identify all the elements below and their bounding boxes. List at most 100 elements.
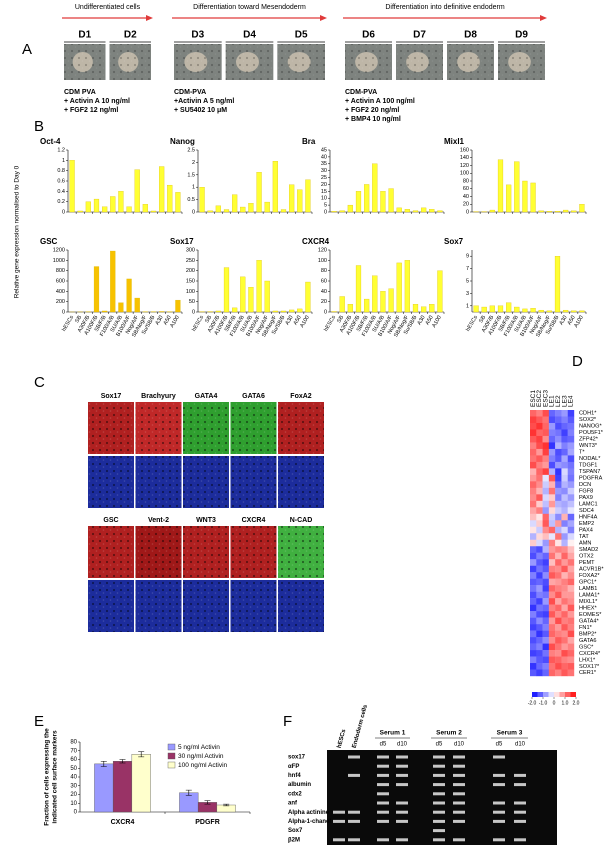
dapi-texture — [278, 456, 324, 508]
heatmap-cell — [548, 410, 556, 417]
bar — [207, 210, 213, 213]
bar — [223, 209, 230, 213]
gel-band — [453, 810, 465, 814]
bar — [579, 310, 585, 313]
heatmap-cell — [530, 461, 537, 469]
bar — [289, 309, 295, 313]
day-label: d5 — [380, 742, 387, 748]
heatmap-cell — [530, 474, 537, 482]
x-tick-label: hESCs — [323, 315, 337, 333]
x-tick-label: A50 — [425, 315, 435, 326]
heatmap-cell — [542, 481, 550, 489]
panel-letter: E — [34, 713, 44, 730]
heatmap-cell — [542, 663, 550, 670]
bar — [240, 276, 246, 313]
gel-band — [433, 792, 445, 796]
bar — [215, 205, 221, 213]
heatmap-cell — [542, 546, 550, 553]
y-tick-label: 250 — [186, 258, 195, 264]
y-tick-label: 300 — [186, 247, 195, 253]
gene-label: hnf4 — [288, 773, 301, 779]
chart-title: Bra — [302, 137, 316, 146]
heatmap-cell — [555, 487, 562, 495]
bar — [396, 262, 402, 313]
bar — [355, 191, 362, 213]
y-tick-label: 40 — [321, 289, 327, 295]
gene-label: Sox7 — [288, 828, 303, 834]
day-image-texture — [64, 44, 106, 80]
bar — [248, 203, 254, 213]
heatmap-cell — [536, 637, 543, 644]
gel-band — [377, 801, 389, 805]
bar — [364, 184, 370, 213]
heatmap-cell — [530, 507, 537, 515]
heatmap-cell — [555, 533, 562, 540]
heatmap-cell — [530, 552, 537, 560]
bar — [571, 210, 577, 213]
stage-title: Differentiation toward Mesendoderm — [193, 4, 306, 11]
heatmap-cell — [530, 533, 537, 540]
x-tick-label: A100 — [299, 315, 311, 329]
heatmap-cell — [561, 442, 568, 450]
heatmap-cell — [548, 507, 556, 515]
heatmap-cell — [542, 669, 550, 677]
gel-band — [433, 838, 445, 842]
row-label: HHEX* — [579, 605, 598, 611]
heatmap-cell — [536, 624, 543, 631]
heatmap-cell — [536, 468, 543, 476]
y-tick-label: 200 — [186, 268, 195, 274]
bar — [126, 206, 132, 213]
bar — [489, 305, 495, 313]
heatmap-cell — [567, 468, 575, 476]
stain-label: GSC — [103, 517, 118, 524]
panel-letter: F — [283, 713, 292, 730]
x-tick-label: hESCs — [61, 315, 75, 333]
gel-band — [433, 755, 445, 759]
gel-band — [433, 764, 445, 768]
heatmap-cell — [567, 416, 575, 424]
column-label: ESC1 — [530, 390, 537, 407]
heatmap-cell — [530, 513, 537, 521]
x-tick-label: A50 — [567, 315, 577, 326]
heatmap-cell — [530, 669, 537, 677]
gel-band — [377, 838, 389, 842]
row-label: FOXA2* — [579, 573, 600, 579]
heatmap-cell — [567, 572, 575, 579]
heatmap-cell — [536, 663, 543, 670]
row-label: PDGFRA — [579, 476, 603, 482]
heatmap-cell — [555, 546, 562, 553]
heatmap-cell — [567, 513, 575, 521]
heatmap-cell — [530, 468, 537, 476]
gel-band — [433, 819, 445, 823]
heatmap-cell — [561, 435, 568, 443]
heatmap-cell — [561, 663, 568, 670]
row-label: GATA4* — [579, 618, 600, 624]
row-label: PEMT — [579, 560, 595, 566]
y-tick-label: 0.5 — [187, 197, 195, 203]
heatmap-cell — [542, 455, 550, 463]
heatmap-cell — [548, 520, 556, 527]
heatmap-cell — [542, 572, 550, 579]
heatmap-cell — [567, 533, 575, 540]
stain-label: CXCR4 — [242, 517, 266, 524]
chart-title: Sox7 — [444, 237, 464, 246]
y-tick-label: 15 — [321, 189, 327, 195]
gel-band — [514, 819, 526, 823]
stain-texture — [278, 402, 324, 454]
row-label: SDC4 — [579, 508, 594, 514]
dapi-texture — [88, 456, 134, 508]
y-tick-label: 60 — [463, 186, 469, 192]
heatmap-cell — [548, 422, 556, 430]
heatmap-cell — [567, 578, 575, 586]
gel-band — [377, 764, 389, 768]
row-label: GPC1* — [579, 579, 597, 585]
heatmap-cell — [536, 435, 543, 443]
heatmap-cell — [555, 422, 562, 430]
error-bar — [119, 759, 126, 764]
colorbar-step — [565, 692, 571, 697]
row-label: DCN — [579, 482, 591, 488]
stain-texture — [230, 526, 277, 578]
heatmap-cell — [555, 526, 562, 534]
heatmap-cell — [561, 507, 568, 515]
colorbar-label: 0 — [553, 700, 556, 706]
